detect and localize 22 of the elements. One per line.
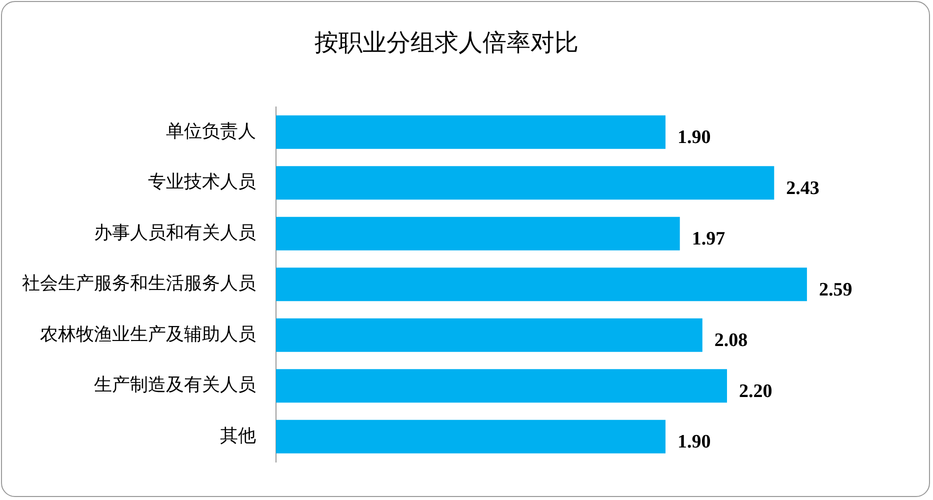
bar bbox=[276, 318, 702, 352]
y-tick-label: 农林牧渔业生产及辅助人员 bbox=[40, 324, 256, 344]
bar bbox=[276, 115, 666, 149]
data-label: 2.43 bbox=[786, 178, 820, 199]
bar bbox=[276, 216, 680, 250]
chart-title: 按职业分组求人倍率对比 bbox=[314, 30, 578, 57]
y-tick-label: 单位负责人 bbox=[166, 120, 256, 141]
bar bbox=[276, 268, 807, 302]
y-tick-label: 生产制造及有关人员 bbox=[94, 374, 256, 395]
data-label: 1.90 bbox=[678, 432, 711, 453]
data-label: 2.08 bbox=[714, 330, 748, 352]
y-tick-label: 社会生产服务和生活服务人员 bbox=[22, 273, 256, 294]
data-label: 1.90 bbox=[678, 127, 711, 148]
y-tick-label: 专业技术人员 bbox=[148, 172, 256, 192]
bar bbox=[276, 420, 666, 454]
y-tick-label: 其他 bbox=[220, 425, 256, 446]
bar bbox=[276, 369, 727, 403]
bar bbox=[276, 166, 774, 200]
y-tick-label: 办事人员和有关人员 bbox=[94, 222, 256, 242]
data-label: 1.97 bbox=[692, 228, 726, 250]
data-label: 2.20 bbox=[739, 380, 772, 402]
data-label: 2.59 bbox=[818, 279, 852, 300]
